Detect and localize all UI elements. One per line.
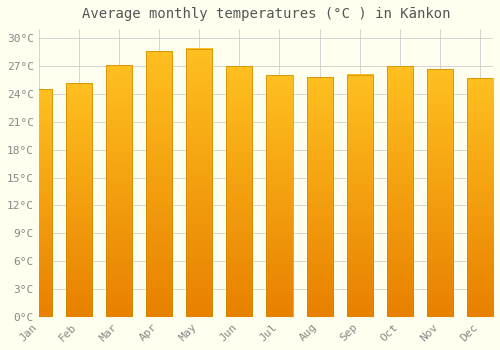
Bar <box>467 78 493 317</box>
Bar <box>26 89 52 317</box>
Bar <box>387 66 413 317</box>
Bar <box>186 49 212 317</box>
Title: Average monthly temperatures (°C ) in Kānkon: Average monthly temperatures (°C ) in Kā… <box>82 7 450 21</box>
Bar <box>66 83 92 317</box>
Bar <box>346 75 372 317</box>
Bar <box>226 66 252 317</box>
Bar <box>427 69 453 317</box>
Bar <box>266 76 292 317</box>
Bar <box>106 65 132 317</box>
Bar <box>146 51 172 317</box>
Bar <box>306 77 332 317</box>
